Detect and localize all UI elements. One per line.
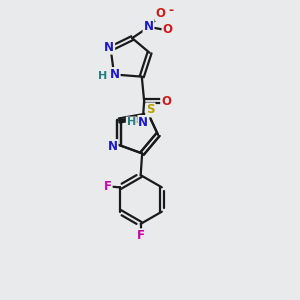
Text: S: S (146, 103, 154, 116)
Text: N: N (143, 20, 154, 33)
Text: H: H (127, 117, 136, 128)
Text: N: N (104, 41, 114, 54)
Text: O: O (155, 7, 165, 20)
Text: O: O (161, 94, 171, 107)
Text: N: N (110, 68, 120, 81)
Text: F: F (104, 180, 112, 193)
Text: -: - (169, 4, 174, 17)
Text: H: H (98, 71, 107, 81)
Text: O: O (163, 23, 172, 36)
Text: F: F (137, 229, 145, 242)
Text: N: N (108, 140, 118, 153)
Text: N: N (138, 116, 148, 129)
